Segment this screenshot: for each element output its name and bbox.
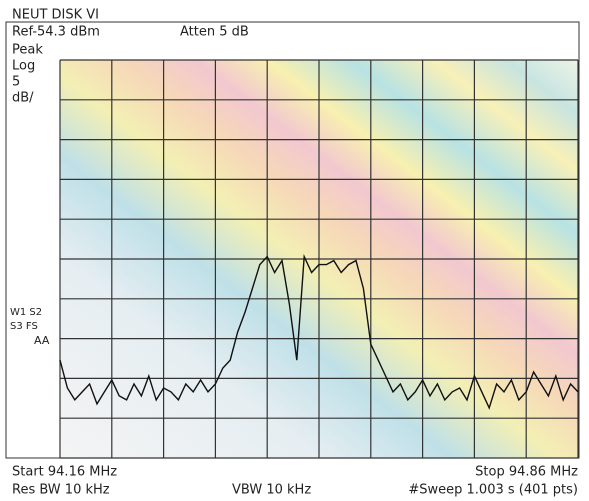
frame <box>5 21 580 459</box>
vbw: VBW 10 kHz <box>232 483 311 498</box>
marker-label: AA <box>34 334 50 347</box>
sweep: #Sweep 1.003 s (401 pts) <box>408 483 578 498</box>
scale-label: Peak <box>12 43 43 58</box>
marker-label: S3 FS <box>10 321 38 332</box>
stop-freq: Stop 94.86 MHz <box>475 465 578 480</box>
scale-label: Log <box>12 59 35 74</box>
title: NEUT DISK VI <box>12 8 99 23</box>
ref-level: Ref-54.3 dBm <box>12 25 100 40</box>
res-bw: Res BW 10 kHz <box>12 483 110 498</box>
attenuation: Atten 5 dB <box>180 25 249 40</box>
trace <box>59 253 579 410</box>
start-freq: Start 94.16 MHz <box>12 465 117 480</box>
marker-label: W1 S2 <box>10 307 42 318</box>
graticule <box>59 59 579 459</box>
scale-label: 5 <box>12 75 20 90</box>
scale-label: dB/ <box>12 91 34 106</box>
